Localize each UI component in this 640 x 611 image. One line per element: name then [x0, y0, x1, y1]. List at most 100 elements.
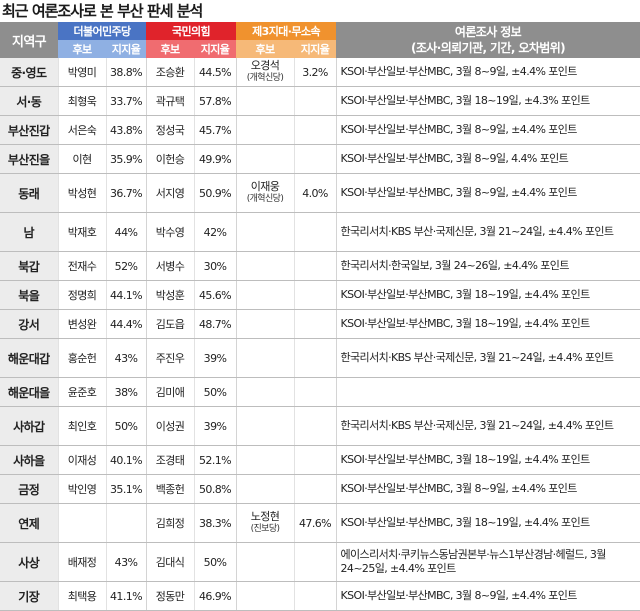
district-name: 사하을: [0, 445, 58, 475]
third-candidate: [235, 406, 294, 446]
third-support: 4.0%: [293, 173, 337, 213]
third-candidate: [235, 115, 294, 145]
third-candidate-party: (개혁신당): [246, 194, 284, 204]
district-name: 북갑: [0, 251, 58, 281]
dem-candidate: 정명희: [57, 280, 106, 310]
ppp-support: 44.5%: [193, 58, 237, 87]
header-dem-support: 지지율: [106, 40, 146, 58]
poll-info: 한국리서치·KBS 부산·국제신문, 3월 21~24일, ±4.4% 포인트: [335, 212, 640, 252]
header-dem-candidate: 후보: [58, 40, 106, 58]
ppp-support: 45.6%: [193, 280, 237, 310]
table-row: 중·영도 박영미 38.8% 조승환 44.5% 오경석 (개혁신당) 3.2% KSOI·부산…: [0, 58, 640, 87]
table-row: 남 박재호 44% 박수영 42% 한국리서치·KBS 부산·국제신문, 3월 21~24…: [0, 212, 640, 252]
third-support: [293, 474, 337, 504]
third-support: [293, 251, 337, 281]
district-name: 부산진갑: [0, 115, 58, 145]
ppp-candidate: 정성국: [145, 115, 194, 145]
district-name: 남: [0, 212, 58, 252]
poll-info: KSOI·부산일보·부산MBC, 3월 18~19일, ±4.4% 포인트: [335, 309, 640, 339]
poll-info: KSOI·부산일보·부산MBC, 3월 18~19일, ±4.4% 포인트: [335, 445, 640, 475]
third-support: [293, 338, 337, 378]
table-row: 기장 최택용 41.1% 정동만 46.9% KSOI·부산일보·부산MBC, 3월 8~…: [0, 581, 640, 611]
header-ppp-candidate: 후보: [146, 40, 194, 58]
third-candidate-party: (개혁신당): [246, 73, 284, 83]
dem-support: 50%: [105, 406, 147, 446]
header-region: 지역구: [0, 22, 58, 58]
table-row: 사상 배재정 43% 김대식 50% 에이스리서치·쿠키뉴스동남권본부·뉴스1부산경남·헤…: [0, 542, 640, 582]
dem-support: 35.9%: [105, 144, 147, 174]
table-row: 강서 변성완 44.4% 김도읍 48.7% KSOI·부산일보·부산MBC, 3월 18…: [0, 309, 640, 339]
third-support: [293, 280, 337, 310]
ppp-candidate: 박성훈: [145, 280, 194, 310]
district-name: 해운대을: [0, 377, 58, 407]
ppp-support: 39%: [193, 338, 237, 378]
district-name: 사하갑: [0, 406, 58, 446]
header-third-support: 지지율: [294, 40, 337, 58]
district-name: 중·영도: [0, 58, 58, 87]
third-support: 3.2%: [293, 58, 337, 87]
header-ppp-support: 지지율: [194, 40, 236, 58]
dem-support: 52%: [105, 251, 147, 281]
table-row: 해운대갑 홍순헌 43% 주진우 39% 한국리서치·KBS 부산·국제신문, 3월 21…: [0, 338, 640, 378]
ppp-candidate: 박수영: [145, 212, 194, 252]
dem-candidate: 박영미: [57, 58, 106, 87]
ppp-candidate: 김희정: [145, 503, 194, 543]
header-people-power-party: 국민의힘: [146, 22, 236, 40]
ppp-candidate: 김도읍: [145, 309, 194, 339]
dem-support: 36.7%: [105, 173, 147, 213]
district-name: 동래: [0, 173, 58, 213]
district-name: 서·동: [0, 86, 58, 116]
third-support: [293, 542, 337, 582]
dem-support: [105, 503, 147, 543]
dem-candidate: 전재수: [57, 251, 106, 281]
dem-support: 43%: [105, 338, 147, 378]
table-row: 동래 박성현 36.7% 서지영 50.9% 이재웅 (개혁신당) 4.0% KSOI·부산일보…: [0, 173, 640, 213]
ppp-support: 42%: [193, 212, 237, 252]
third-candidate-name: 이재웅: [250, 180, 280, 193]
ppp-support: 50.8%: [193, 474, 237, 504]
dem-support: 44.4%: [105, 309, 147, 339]
header-poll-info: 여론조사 정보 (조사·의뢰기관, 기간, 오차범위): [336, 22, 640, 58]
dem-support: 43.8%: [105, 115, 147, 145]
ppp-candidate: 서지영: [145, 173, 194, 213]
dem-candidate: 윤준호: [57, 377, 106, 407]
dem-candidate: 서은숙: [57, 115, 106, 145]
table-row: 부산진갑 서은숙 43.8% 정성국 45.7% KSOI·부산일보·부산MBC, 3월 …: [0, 115, 640, 145]
ppp-candidate: 서병수: [145, 251, 194, 281]
poll-info: KSOI·부산일보·부산MBC, 3월 8~9일, ±4.4% 포인트: [335, 58, 640, 87]
dem-support: 44%: [105, 212, 147, 252]
dem-candidate: 박인영: [57, 474, 106, 504]
third-support: [293, 212, 337, 252]
dem-candidate: [57, 503, 106, 543]
table-row: 북갑 전재수 52% 서병수 30% 한국리서치·한국일보, 3월 24~26일, ±4.…: [0, 251, 640, 281]
dem-candidate: 최형욱: [57, 86, 106, 116]
third-candidate-name: 노정현: [250, 510, 280, 523]
dem-candidate: 이재성: [57, 445, 106, 475]
dem-support: 35.1%: [105, 474, 147, 504]
third-support: [293, 581, 337, 611]
third-support: [293, 115, 337, 145]
ppp-support: 30%: [193, 251, 237, 281]
poll-info: KSOI·부산일보·부산MBC, 3월 8~9일, 4.4% 포인트: [335, 144, 640, 174]
poll-info: 한국리서치·KBS 부산·국제신문, 3월 21~24일, ±4.4% 포인트: [335, 406, 640, 446]
district-name: 강서: [0, 309, 58, 339]
third-support: [293, 377, 337, 407]
table-row: 연제 김희정 38.3% 노정현 (진보당) 47.6% KSOI·부산일보·부산MBC, …: [0, 503, 640, 543]
ppp-support: 45.7%: [193, 115, 237, 145]
district-name: 금정: [0, 474, 58, 504]
poll-info: KSOI·부산일보·부산MBC, 3월 8~9일, ±4.4% 포인트: [335, 173, 640, 213]
ppp-candidate: 백종헌: [145, 474, 194, 504]
ppp-support: 46.9%: [193, 581, 237, 611]
header-poll-info-subtitle: (조사·의뢰기관, 기간, 오차범위): [410, 41, 566, 55]
district-name: 해운대갑: [0, 338, 58, 378]
page-title: 최근 여론조사로 본 부산 판세 분석: [2, 2, 203, 20]
third-candidate-name: 오경석: [250, 59, 280, 72]
dem-support: 38%: [105, 377, 147, 407]
table-row: 사하갑 최인호 50% 이성권 39% 한국리서치·KBS 부산·국제신문, 3월 21~…: [0, 406, 640, 446]
dem-candidate: 배재정: [57, 542, 106, 582]
third-support: [293, 406, 337, 446]
dem-candidate: 박성현: [57, 173, 106, 213]
third-candidate: [235, 144, 294, 174]
dem-support: 43%: [105, 542, 147, 582]
ppp-candidate: 조경태: [145, 445, 194, 475]
